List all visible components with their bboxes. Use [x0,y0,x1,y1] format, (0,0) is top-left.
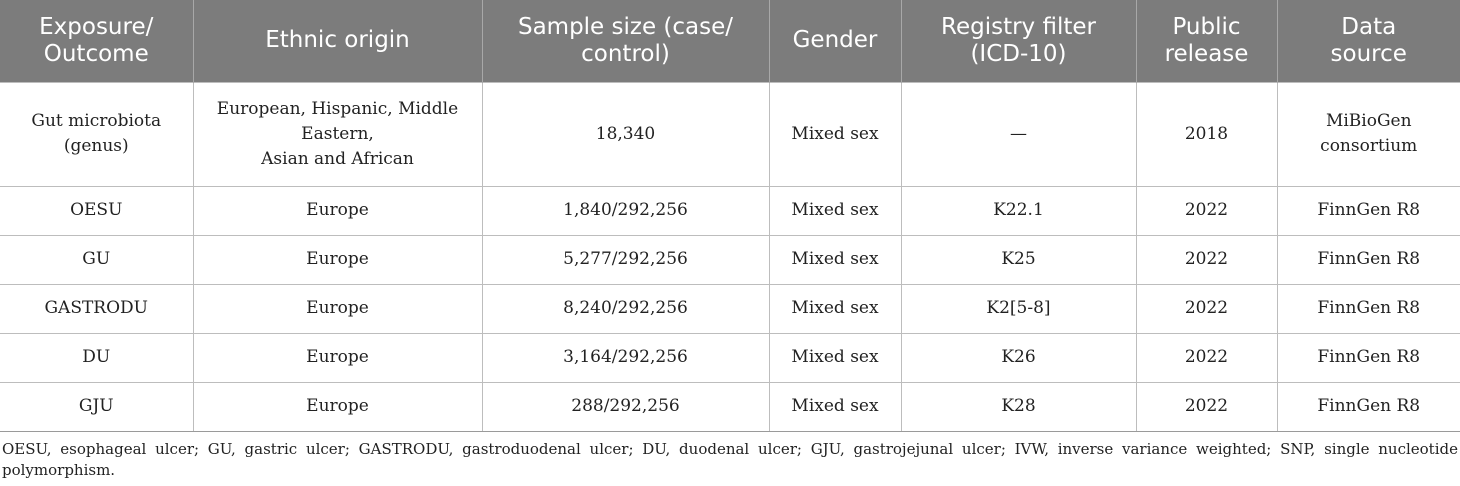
header-line: Outcome [43,40,149,67]
header-line: source [1330,40,1407,67]
header-data-source: Data source [1276,0,1460,82]
cell-line: MiBioGen [1325,111,1412,131]
header-line: release [1164,40,1249,67]
cell-sample-size: 288/292,256 [481,381,770,432]
cell-registry-filter: K26 [900,332,1137,383]
header-line: Ethnic origin [265,27,410,54]
table-header: Exposure/ Outcome Ethnic origin Sample s… [0,0,1460,82]
cell-ethnic-origin: Europe [192,185,483,236]
cell-line: Eastern, [301,123,374,144]
cell-ethnic-origin: Europe [192,283,483,334]
cell-data-source: FinnGen R8 [1276,283,1460,334]
cell-public-release: 2022 [1135,283,1278,334]
cell-sample-size: 1,840/292,256 [481,185,770,236]
cell-ethnic-origin: Europe [192,234,483,285]
cell-data-source: FinnGen R8 [1276,381,1460,432]
cell-exposure-outcome: OESU [0,185,194,236]
data-table: Exposure/ Outcome Ethnic origin Sample s… [0,0,1460,432]
header-gender: Gender [768,0,902,82]
table-row: OESU Europe 1,840/292,256 Mixed sex K22.… [0,185,1460,236]
cell-public-release: 2022 [1135,332,1278,383]
cell-registry-filter: K28 [900,381,1137,432]
cell-sample-size: 18,340 [481,81,770,187]
header-line: control) [581,40,670,67]
table-row: GJU Europe 288/292,256 Mixed sex K28 202… [0,381,1460,432]
cell-ethnic-origin: European, Hispanic, Middle Eastern, Asia… [192,81,483,187]
cell-gender: Mixed sex [768,381,902,432]
header-row: Exposure/ Outcome Ethnic origin Sample s… [0,0,1460,82]
cell-sample-size: 5,277/292,256 [481,234,770,285]
cell-registry-filter: K25 [900,234,1137,285]
cell-ethnic-origin: Europe [192,332,483,383]
cell-gender: Mixed sex [768,332,902,383]
cell-exposure-outcome: Gut microbiota (genus) [0,81,194,187]
cell-gender: Mixed sex [768,283,902,334]
header-line: (ICD-10) [970,40,1067,67]
table-footnote: OESU, esophageal ulcer; GU, gastric ulce… [2,439,1458,479]
header-exposure-outcome: Exposure/ Outcome [0,0,194,82]
cell-line: — [1010,123,1027,144]
header-registry-filter: Registry filter (ICD-10) [900,0,1137,82]
cell-registry-filter: K2[5-8] [900,283,1137,334]
header-line: Data [1341,13,1397,40]
cell-line: (genus) [63,136,129,156]
cell-line: European, Hispanic, Middle [216,98,459,119]
cell-gender: Mixed sex [768,185,902,236]
cell-data-source: MiBioGen consortium [1276,81,1460,187]
header-ethnic-origin: Ethnic origin [192,0,483,82]
cell-line: Asian and African [261,148,414,169]
table-row: DU Europe 3,164/292,256 Mixed sex K26 20… [0,332,1460,383]
header-line: Gender [792,27,878,54]
cell-sample-size: 3,164/292,256 [481,332,770,383]
cell-public-release: 2022 [1135,234,1278,285]
cell-exposure-outcome: GASTRODU [0,283,194,334]
header-line: Sample size (case/ [517,13,734,40]
cell-data-source: FinnGen R8 [1276,234,1460,285]
cell-exposure-outcome: GJU [0,381,194,432]
cell-line: 2018 [1184,123,1229,144]
cell-gender: Mixed sex [768,234,902,285]
header-line: Public [1172,13,1241,40]
table-row: GASTRODU Europe 8,240/292,256 Mixed sex … [0,283,1460,334]
cell-sample-size: 8,240/292,256 [481,283,770,334]
header-line: Exposure/ [39,13,154,40]
cell-line: consortium [1320,136,1418,156]
table-row: GU Europe 5,277/292,256 Mixed sex K25 20… [0,234,1460,285]
cell-data-source: FinnGen R8 [1276,332,1460,383]
cell-line: Gut microbiota [31,111,162,131]
cell-ethnic-origin: Europe [192,381,483,432]
cell-gender: Mixed sex [768,81,902,187]
table-row: Gut microbiota (genus) European, Hispani… [0,81,1460,187]
cell-public-release: 2018 [1135,81,1278,187]
cell-exposure-outcome: GU [0,234,194,285]
cell-public-release: 2022 [1135,381,1278,432]
cell-line: 18,340 [595,123,656,144]
cell-registry-filter: K22.1 [900,185,1137,236]
cell-data-source: FinnGen R8 [1276,185,1460,236]
header-public-release: Public release [1135,0,1278,82]
header-line: Registry filter [941,13,1096,40]
cell-exposure-outcome: DU [0,332,194,383]
cell-public-release: 2022 [1135,185,1278,236]
table-body: Gut microbiota (genus) European, Hispani… [0,81,1460,432]
header-sample-size: Sample size (case/ control) [481,0,770,82]
cell-line: Mixed sex [791,123,879,144]
cell-registry-filter: — [900,81,1137,187]
